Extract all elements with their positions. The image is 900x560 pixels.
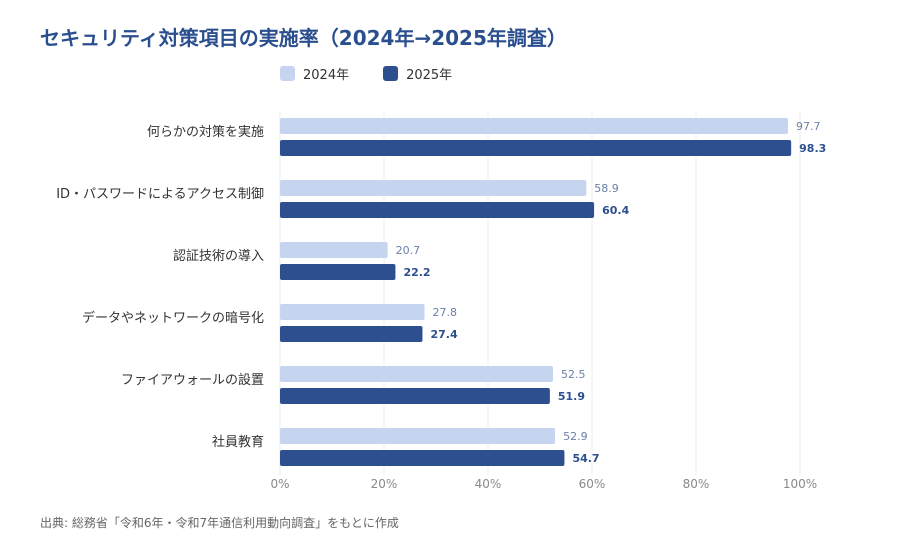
legend-item-2025: 2025年: [383, 64, 452, 83]
bar-2024: [280, 242, 388, 258]
data-label: 22.2: [403, 266, 430, 279]
data-label: 97.7: [796, 120, 821, 133]
bar-2025: [280, 202, 595, 218]
x-tick-label: 20%: [371, 477, 398, 491]
legend-swatch-2024: [280, 66, 295, 81]
source-note: 出典: 総務省「令和6年・令和7年通信利用動向調査」をもとに作成: [40, 516, 399, 530]
data-label: 54.7: [572, 452, 599, 465]
bar-2025: [280, 450, 565, 466]
data-label: 58.9: [594, 182, 619, 195]
category-label: 何らかの対策を実施: [147, 124, 264, 140]
legend-item-2024: 2024年: [280, 64, 349, 83]
data-label: 51.9: [558, 390, 585, 403]
data-label: 27.4: [430, 328, 457, 341]
x-tick-label: 80%: [683, 477, 710, 491]
category-label: 社員教育: [212, 434, 264, 450]
bar-2025: [280, 326, 423, 342]
category-label: データやネットワークの暗号化: [82, 310, 264, 326]
x-tick-label: 100%: [783, 477, 817, 491]
x-tick-label: 60%: [579, 477, 606, 491]
data-label: 98.3: [799, 142, 826, 155]
bar-2024: [280, 428, 556, 444]
data-label: 60.4: [602, 204, 629, 217]
chart-title: セキュリティ対策項目の実施率（2024年→2025年調査）: [40, 26, 567, 50]
x-tick-label: 40%: [475, 477, 502, 491]
legend-swatch-2025: [383, 66, 399, 81]
bar-2025: [280, 388, 550, 404]
bar-2024: [280, 366, 553, 382]
data-label: 27.8: [433, 306, 458, 319]
bar-2025: [280, 140, 792, 156]
bar-2024: [280, 304, 425, 320]
category-label: 認証技術の導入: [173, 248, 264, 264]
chart-legend: 2024年 2025年: [280, 64, 486, 83]
data-label: 52.9: [563, 430, 588, 443]
bar-2024: [280, 180, 587, 196]
category-label: ファイアウォールの設置: [121, 372, 264, 388]
legend-label-2024: 2024年: [303, 68, 350, 83]
category-label: ID・パスワードによるアクセス制御: [56, 187, 264, 202]
data-label: 20.7: [396, 244, 421, 257]
legend-label-2025: 2025年: [406, 68, 453, 83]
bar-2024: [280, 118, 789, 134]
data-label: 52.5: [561, 368, 586, 381]
bar-2025: [280, 264, 396, 280]
x-tick-label: 0%: [270, 477, 289, 491]
